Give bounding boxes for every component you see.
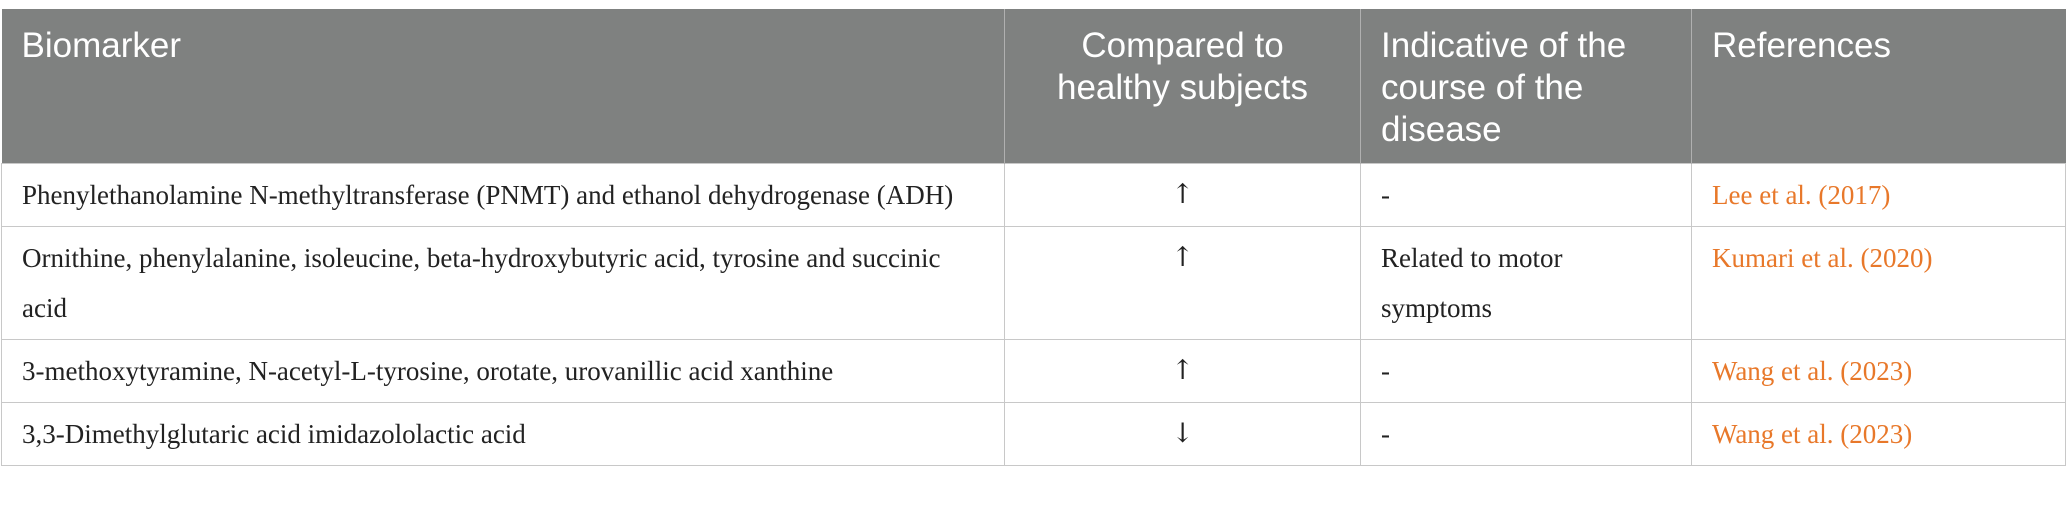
- course-cell: -: [1360, 339, 1692, 403]
- biomarker-cell: Ornithine, phenylalanine, isoleucine, be…: [1, 226, 1005, 340]
- biomarker-cell: Phenylethanolamine N-methyltransferase (…: [1, 163, 1005, 227]
- table-header: Biomarker Compared to healthy subjects I…: [1, 9, 2066, 164]
- biomarker-cell: 3,3-Dimethylglutaric acid imidazololacti…: [1, 402, 1005, 466]
- reference-link[interactable]: Wang et al. (2023): [1691, 339, 2066, 403]
- course-cell: -: [1360, 402, 1692, 466]
- reference-link[interactable]: Wang et al. (2023): [1691, 402, 2066, 466]
- header-cell: Indicative of the course of the disease: [1360, 9, 1692, 164]
- table-row: Ornithine, phenylalanine, isoleucine, be…: [1, 226, 2066, 340]
- comparison-cell: ↑: [1004, 226, 1361, 340]
- course-cell: -: [1360, 163, 1692, 227]
- biomarker-table: Biomarker Compared to healthy subjects I…: [1, 9, 2066, 466]
- header-row: Biomarker Compared to healthy subjects I…: [1, 9, 2066, 164]
- header-cell: References: [1691, 9, 2066, 164]
- header-cell: Biomarker: [1, 9, 1005, 164]
- course-cell: Related to motor symptoms: [1360, 226, 1692, 340]
- table-row: Phenylethanolamine N-methyltransferase (…: [1, 163, 2066, 227]
- comparison-cell: ↓: [1004, 402, 1361, 466]
- biomarker-cell: 3-methoxytyramine, N-acetyl-L-tyrosine, …: [1, 339, 1005, 403]
- table-body: Phenylethanolamine N-methyltransferase (…: [1, 163, 2066, 466]
- table-row: 3-methoxytyramine, N-acetyl-L-tyrosine, …: [1, 339, 2066, 403]
- reference-link[interactable]: Kumari et al. (2020): [1691, 226, 2066, 340]
- comparison-cell: ↑: [1004, 163, 1361, 227]
- reference-link[interactable]: Lee et al. (2017): [1691, 163, 2066, 227]
- comparison-cell: ↑: [1004, 339, 1361, 403]
- table-row: 3,3-Dimethylglutaric acid imidazololacti…: [1, 402, 2066, 466]
- header-cell: Compared to healthy subjects: [1004, 9, 1361, 164]
